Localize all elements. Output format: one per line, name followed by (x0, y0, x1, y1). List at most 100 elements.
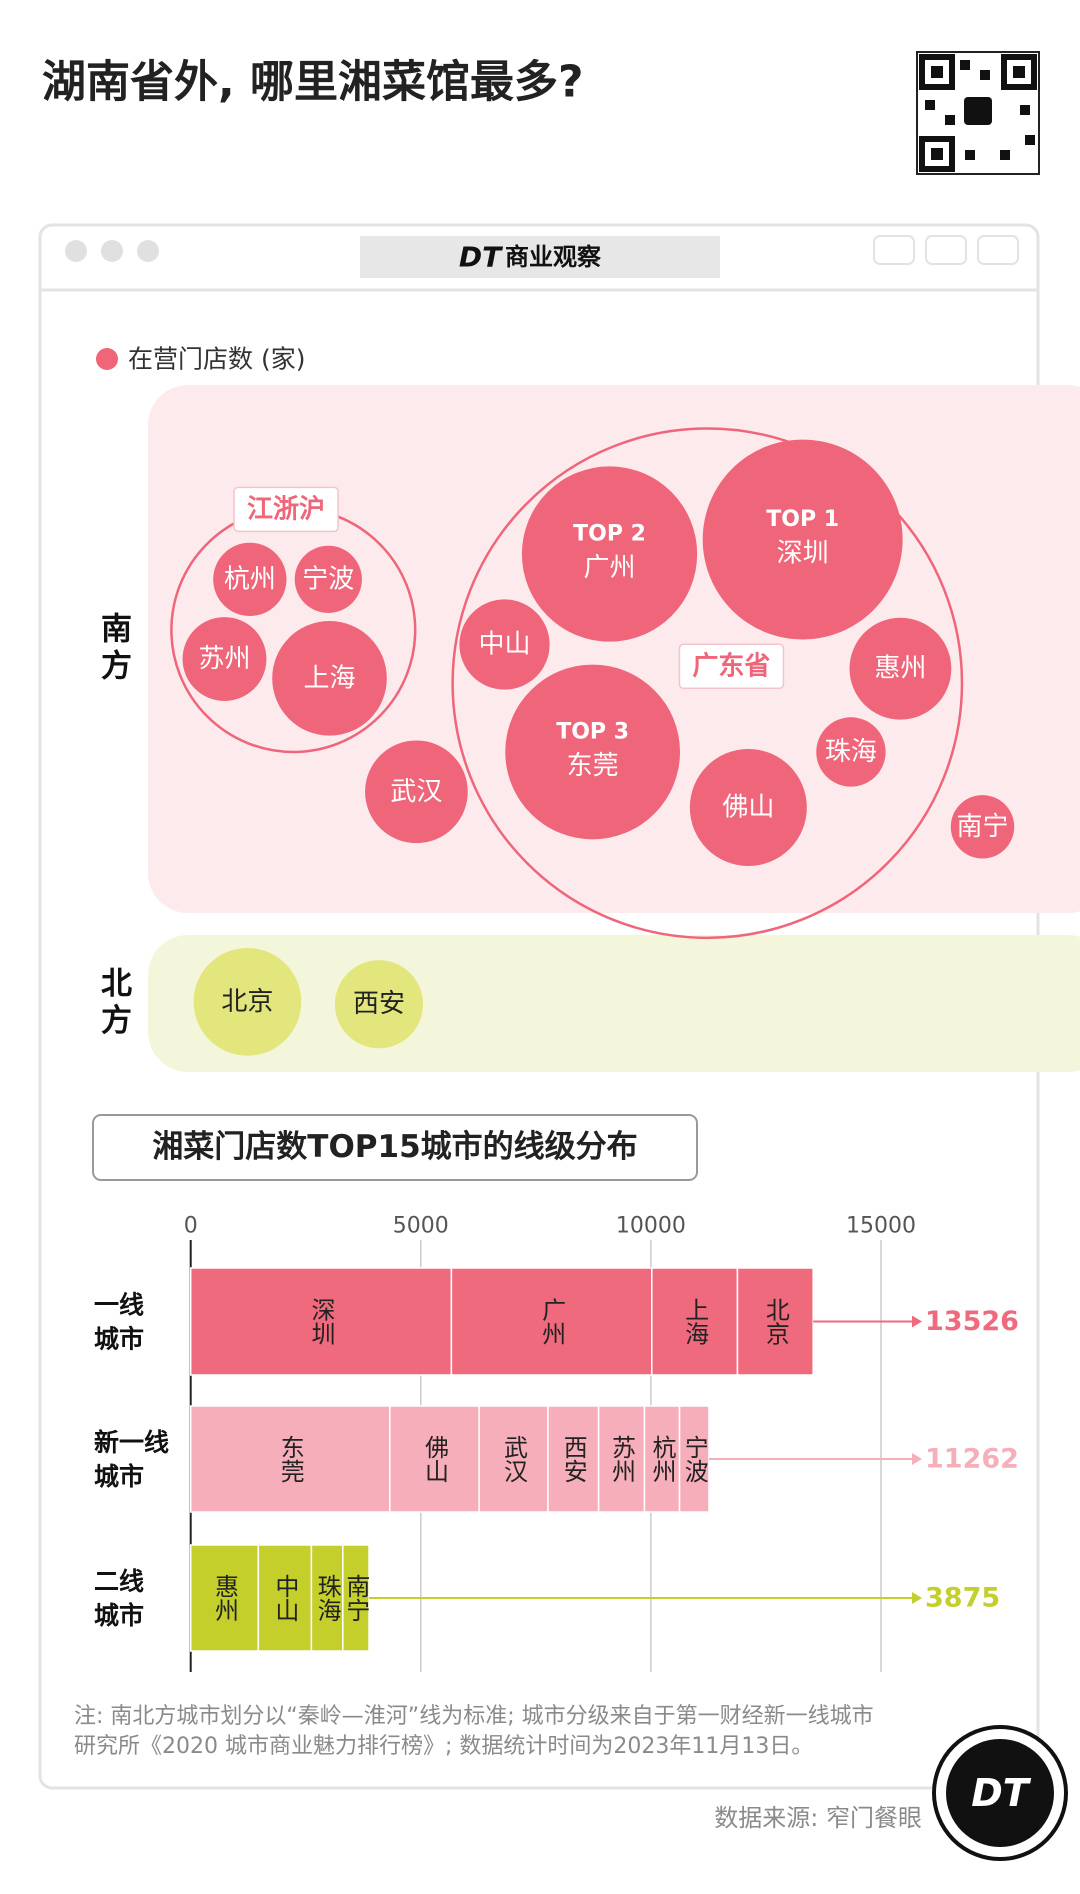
segment-label: 佛山 (420, 1435, 448, 1483)
title: 湖南省外, 哪里湘菜馆最多? (42, 57, 584, 108)
segment-label: 珠海 (313, 1574, 341, 1622)
segment-label: 东莞 (276, 1435, 304, 1483)
region-label: 南方 (95, 612, 132, 686)
bubble (521, 466, 698, 642)
cluster-label: 江浙沪 (247, 494, 325, 524)
bar-segment (342, 1544, 370, 1652)
bar-segment (189, 1544, 260, 1652)
legend-label: 在营门店数 (家) (128, 345, 305, 374)
bubble-rank: TOP 2 (573, 522, 646, 547)
window-logo: DT (459, 241, 503, 274)
bubble (849, 617, 952, 720)
bubble-label: 武汉 (390, 777, 442, 807)
arrow-head (912, 1315, 922, 1328)
bar-segment (310, 1544, 344, 1652)
segment-label: 苏州 (608, 1435, 636, 1483)
category-label: 二线城市 (94, 1567, 144, 1630)
window-button (137, 240, 159, 262)
window-brand: 商业观察 (505, 243, 602, 271)
x-tick-label: 0 (184, 1214, 198, 1239)
bubble-label: 东莞 (567, 751, 619, 781)
segment-label: 北京 (761, 1298, 789, 1346)
bar-segment (547, 1405, 600, 1513)
bar-segment (651, 1267, 739, 1376)
arrow-head (912, 1592, 922, 1604)
bubble-label: 惠州 (874, 654, 926, 684)
bubble-rank: TOP 3 (556, 719, 629, 744)
bubble-label: 佛山 (722, 792, 774, 822)
segment-label: 武汉 (500, 1435, 528, 1483)
bar-segment (643, 1405, 681, 1513)
segment-label: 惠州 (211, 1574, 239, 1622)
total-label: 13526 (925, 1306, 1019, 1337)
cluster-label: 广东省 (692, 650, 770, 681)
source: 数据来源: 窄门餐眼 (714, 1804, 922, 1832)
segment-label: 西安 (559, 1435, 587, 1483)
cluster-label-box (233, 486, 339, 533)
cluster-outline (451, 427, 964, 940)
section-title: 湘菜门店数TOP15城市的线级分布 (152, 1129, 637, 1165)
window-icon (925, 235, 967, 265)
total-label: 3875 (925, 1583, 1000, 1614)
footer-logo: DT (971, 1771, 1032, 1815)
window-button (65, 240, 87, 262)
x-tick-label: 15000 (846, 1214, 916, 1239)
bubble-label: 北京 (221, 987, 273, 1017)
window-button (101, 240, 123, 262)
segment-label: 上海 (681, 1298, 709, 1346)
total-label: 11262 (925, 1444, 1019, 1475)
legend-swatch (96, 348, 118, 370)
bar-segment (478, 1405, 549, 1513)
bar-segment (736, 1267, 814, 1376)
bubble (689, 748, 807, 866)
bar-chart: 湘菜门店数TOP15城市的线级分布 0 5000 10000 15000 一线城市 深圳 广州… (92, 1114, 1019, 1672)
bubble (182, 617, 267, 701)
bar-segment (597, 1405, 646, 1513)
bubble-label: 西安 (353, 989, 405, 1019)
window-icon (873, 235, 915, 265)
bubble (950, 795, 1015, 859)
bubble (365, 740, 468, 844)
bubble (193, 947, 302, 1056)
footnote: 注: 南北方城市划分以“秦岭—淮河”线为标准; 城市分级来自于第一财经新一线城市… (74, 1704, 874, 1759)
bubble-label: 深圳 (777, 539, 829, 569)
segment-label: 中山 (271, 1574, 299, 1622)
bubble-label: 杭州 (224, 564, 276, 594)
bubble (334, 960, 424, 1049)
bubble (459, 599, 550, 690)
bubble-label: 中山 (479, 630, 531, 660)
qr-code (916, 51, 1040, 175)
bubble (213, 542, 287, 616)
category-label: 一线城市 (94, 1290, 144, 1353)
region-label: 北方 (95, 967, 132, 1041)
bubble-rank: TOP 1 (766, 507, 839, 532)
x-tick-label: 10000 (616, 1214, 686, 1239)
bubble (505, 664, 680, 840)
bar-segment (257, 1544, 313, 1652)
segment-label: 杭州 (648, 1435, 676, 1483)
bar-segment (389, 1405, 480, 1513)
bar-segment (450, 1267, 653, 1376)
segment-label: 南宁 (342, 1574, 370, 1622)
window-icon (977, 235, 1019, 265)
bar-segment (189, 1267, 453, 1376)
cluster-label-box (678, 643, 785, 690)
bubble (816, 717, 886, 787)
segment-label: 广州 (538, 1298, 566, 1346)
segment-label: 深圳 (307, 1298, 335, 1346)
section-title-box (92, 1114, 698, 1181)
bubble-label: 上海 (304, 663, 356, 693)
footer-logo-disc (946, 1739, 1054, 1847)
bubble-label: 南宁 (956, 812, 1008, 842)
category-label: 新一线城市 (94, 1428, 169, 1491)
bubble (702, 439, 903, 640)
x-tick-label: 5000 (393, 1214, 449, 1239)
segment-label: 宁波 (680, 1435, 708, 1483)
bubble-label: 珠海 (825, 737, 877, 767)
bubble-label: 广州 (584, 553, 636, 583)
arrow-head (912, 1453, 922, 1465)
bubble-label: 苏州 (198, 644, 250, 674)
